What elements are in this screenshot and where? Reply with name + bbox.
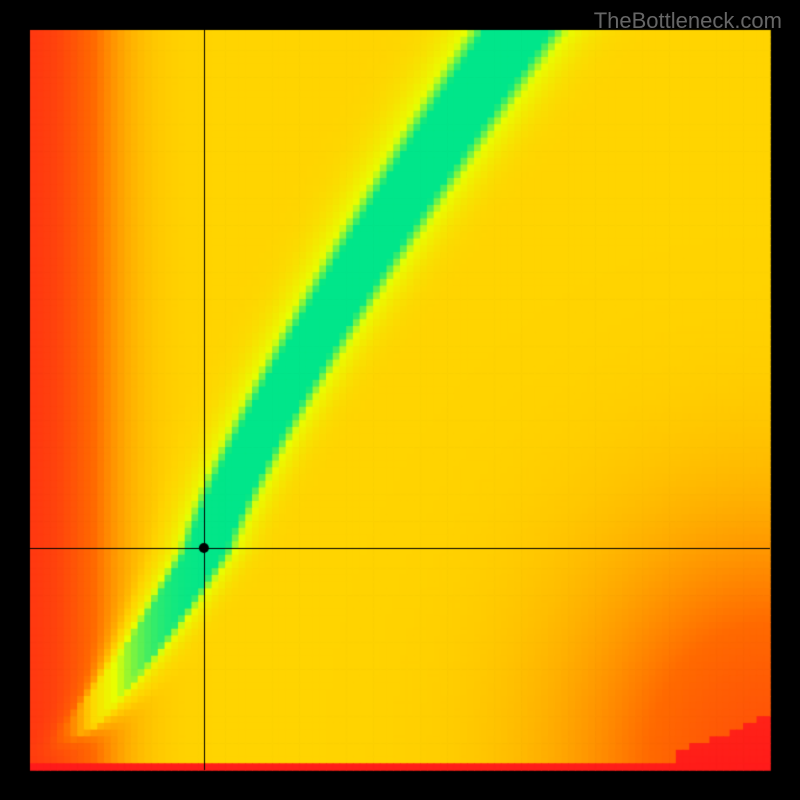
bottleneck-heatmap bbox=[0, 0, 800, 800]
chart-container: TheBottleneck.com bbox=[0, 0, 800, 800]
watermark-text: TheBottleneck.com bbox=[594, 8, 782, 34]
